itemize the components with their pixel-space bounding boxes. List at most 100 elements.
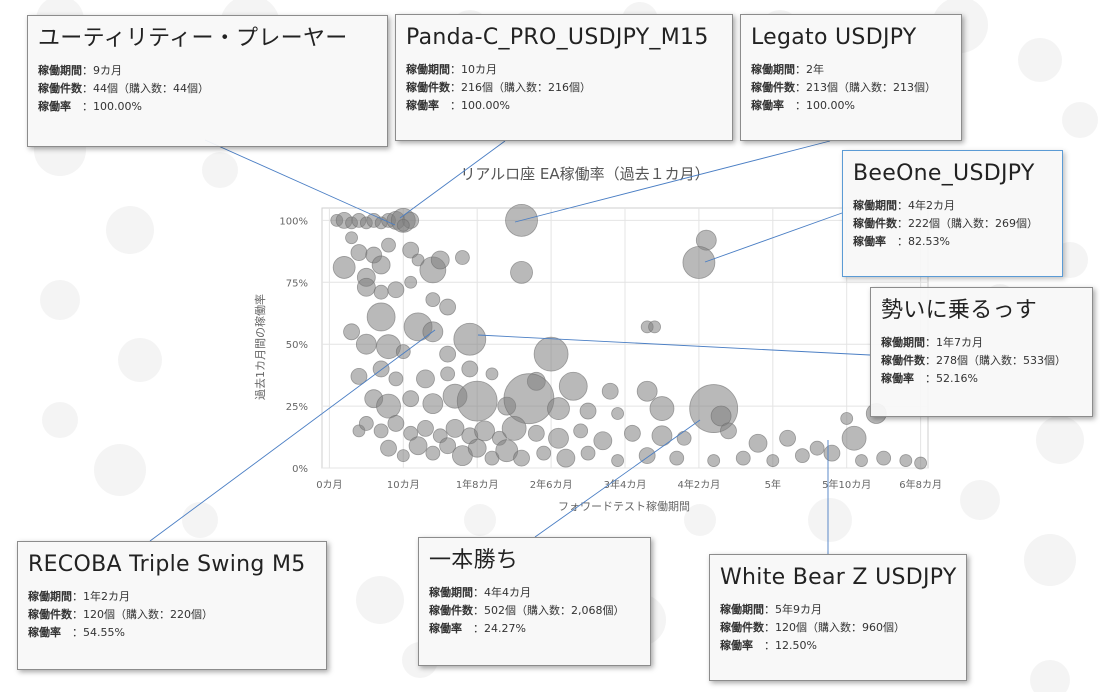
data-point: [396, 218, 410, 232]
x-axis-label: フォワードテスト稼働期間: [558, 499, 690, 513]
data-point: [425, 445, 441, 461]
period-value: ：9カ月: [82, 64, 122, 78]
data-point: [453, 322, 487, 356]
callout-recoba: RECOBA Triple Swing M5 稼働期間：1年2カ月 稼働件数：1…: [17, 541, 327, 670]
data-point: [841, 425, 867, 451]
data-point: [503, 373, 555, 425]
rate-value: ：100.00%: [71, 100, 142, 114]
period-value: ：5年9カ月: [764, 603, 822, 617]
data-point: [408, 436, 428, 456]
background-bubble: [1024, 534, 1076, 586]
data-point: [422, 393, 444, 415]
background-bubble: [1036, 416, 1084, 464]
data-point: [467, 438, 487, 458]
period-label: 稼働期間: [38, 64, 82, 78]
rate-value: ：82.53%: [886, 235, 950, 249]
period-value: ：2年: [795, 63, 824, 77]
rate-value: ：100.00%: [784, 99, 855, 113]
rate-value: ：12.50%: [753, 639, 817, 653]
data-point: [766, 454, 780, 467]
data-point: [558, 371, 588, 401]
data-point: [366, 302, 396, 332]
data-point: [381, 237, 396, 253]
data-point: [579, 402, 597, 420]
background-bubble: [42, 402, 78, 438]
data-point: [601, 382, 619, 400]
background-bubble: [40, 280, 80, 320]
data-point: [345, 231, 358, 245]
background-bubble: [464, 504, 496, 536]
data-point: [425, 292, 441, 308]
count-label: 稼働件数: [720, 621, 764, 635]
chart-title: リアルロ座 EA稼働率（過去１カ月）: [460, 165, 709, 183]
data-point: [358, 416, 374, 431]
data-point: [707, 454, 721, 467]
period-label: 稼働期間: [881, 336, 925, 350]
data-point: [527, 424, 545, 442]
y-axis-ticks: 0% 25% 50% 75% 100%: [279, 216, 308, 475]
data-point: [396, 449, 410, 463]
period-label: 稼働期間: [853, 199, 897, 213]
period-label: 稼働期間: [28, 590, 72, 604]
rate-label: 稼働率: [38, 100, 71, 114]
y-tick-label: 0%: [292, 464, 308, 475]
data-point: [611, 407, 625, 420]
count-label: 稼働件数: [881, 354, 925, 368]
data-point: [556, 448, 576, 468]
period-value: ：1年2カ月: [72, 590, 130, 604]
period-value: ：10カ月: [450, 63, 497, 77]
data-point: [439, 437, 457, 455]
y-axis-label: 過去1カ月間の稼働率: [253, 294, 267, 400]
data-point: [388, 371, 404, 387]
data-point: [402, 241, 420, 259]
data-point: [387, 415, 405, 432]
data-point: [735, 450, 751, 466]
x-tick-label: 6年8カ月: [899, 478, 942, 491]
data-point: [402, 390, 420, 408]
callout-title: BeeOne_USDJPY: [853, 161, 1035, 186]
data-point: [404, 275, 418, 289]
rate-label: 稼働率: [28, 626, 61, 640]
period-label: 稼働期間: [429, 586, 473, 600]
data-point: [510, 260, 533, 284]
data-point: [343, 323, 360, 341]
data-point: [682, 246, 716, 279]
data-point: [649, 396, 675, 421]
count-label: 稼働件数: [38, 82, 82, 96]
data-point: [355, 333, 377, 355]
data-point: [611, 454, 625, 467]
data-point: [914, 456, 928, 470]
data-point: [651, 425, 673, 447]
data-point: [373, 284, 389, 300]
period-value: ：4年2カ月: [897, 199, 955, 213]
data-point: [536, 445, 552, 461]
x-axis-ticks: 0カ月 10カ月 1年8カ月 2年6カ月 3年4カ月 4年2カ月 5年 5年10カ月 6年8カ月: [316, 478, 942, 491]
data-point: [461, 360, 479, 378]
x-tick-label: 1年8カ月: [456, 478, 499, 491]
x-tick-label: 5年10カ月: [822, 478, 871, 491]
data-point: [395, 344, 411, 360]
callout-title: Legato USDJPY: [751, 25, 917, 50]
background-bubble: [1062, 102, 1098, 138]
count-label: 稼働件数: [429, 604, 473, 618]
callout-panda: Panda-C_PRO_USDJPY_M15 稼働期間：10カ月 稼働件数：21…: [395, 14, 733, 141]
callout-ippon: 一本勝ち 稼働期間：4年4カ月 稼働件数：502個（購入数：2,068個） 稼働…: [418, 537, 651, 666]
background-bubble: [106, 206, 154, 254]
x-tick-label: 0カ月: [316, 479, 342, 491]
callout-legato: Legato USDJPY 稼働期間：2年 稼働件数：213個（購入数：213個…: [740, 14, 962, 141]
data-point: [547, 397, 570, 420]
count-value: ：120個（購入数：220個）: [72, 608, 213, 622]
data-point: [809, 440, 825, 456]
period-value: ：4年4カ月: [473, 586, 531, 600]
callout-ikioi: 勢いに乗るっす 稼働期間：1年7カ月 稼働件数：278個（購入数：533個） 稼…: [870, 287, 1093, 417]
data-point: [669, 450, 685, 466]
data-point: [779, 429, 796, 447]
callout-beeone: BeeOne_USDJPY 稼働期間：4年2カ月 稼働件数：222個（購入数：2…: [842, 150, 1063, 277]
rate-value: ：24.27%: [462, 622, 526, 636]
rate-label: 稼働率: [429, 622, 462, 636]
data-point: [445, 418, 465, 438]
data-point: [501, 415, 527, 441]
background-bubble: [356, 576, 404, 624]
data-point: [748, 433, 768, 453]
data-point: [350, 244, 368, 261]
